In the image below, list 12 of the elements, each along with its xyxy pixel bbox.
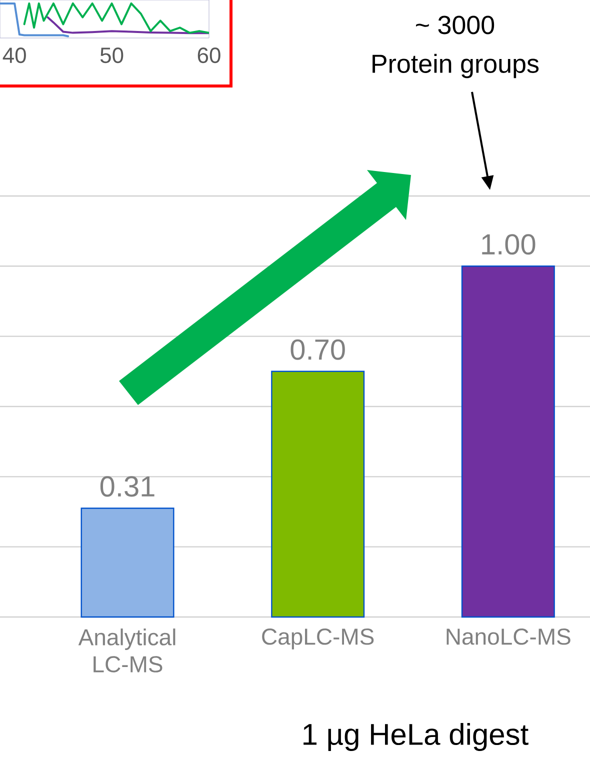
data-label: 0.31 <box>100 476 154 497</box>
data-label: 0.70 <box>290 339 345 360</box>
x-tick-label: 60 <box>198 48 220 64</box>
x-tick-label: CapLC-MS <box>262 628 374 650</box>
x-tick-label: 50 <box>100 48 124 64</box>
x-tick-label: NanoLC-MS <box>446 628 570 645</box>
text: ~ 3000 <box>416 16 494 34</box>
text: Protein groups <box>372 54 539 78</box>
text: 1 µg HeLa digest <box>304 723 528 751</box>
x-tick-label: Analytical LC-MS <box>78 628 176 672</box>
x-tick-label: 40 <box>2 48 26 64</box>
data-label: 1.00 <box>482 234 536 255</box>
